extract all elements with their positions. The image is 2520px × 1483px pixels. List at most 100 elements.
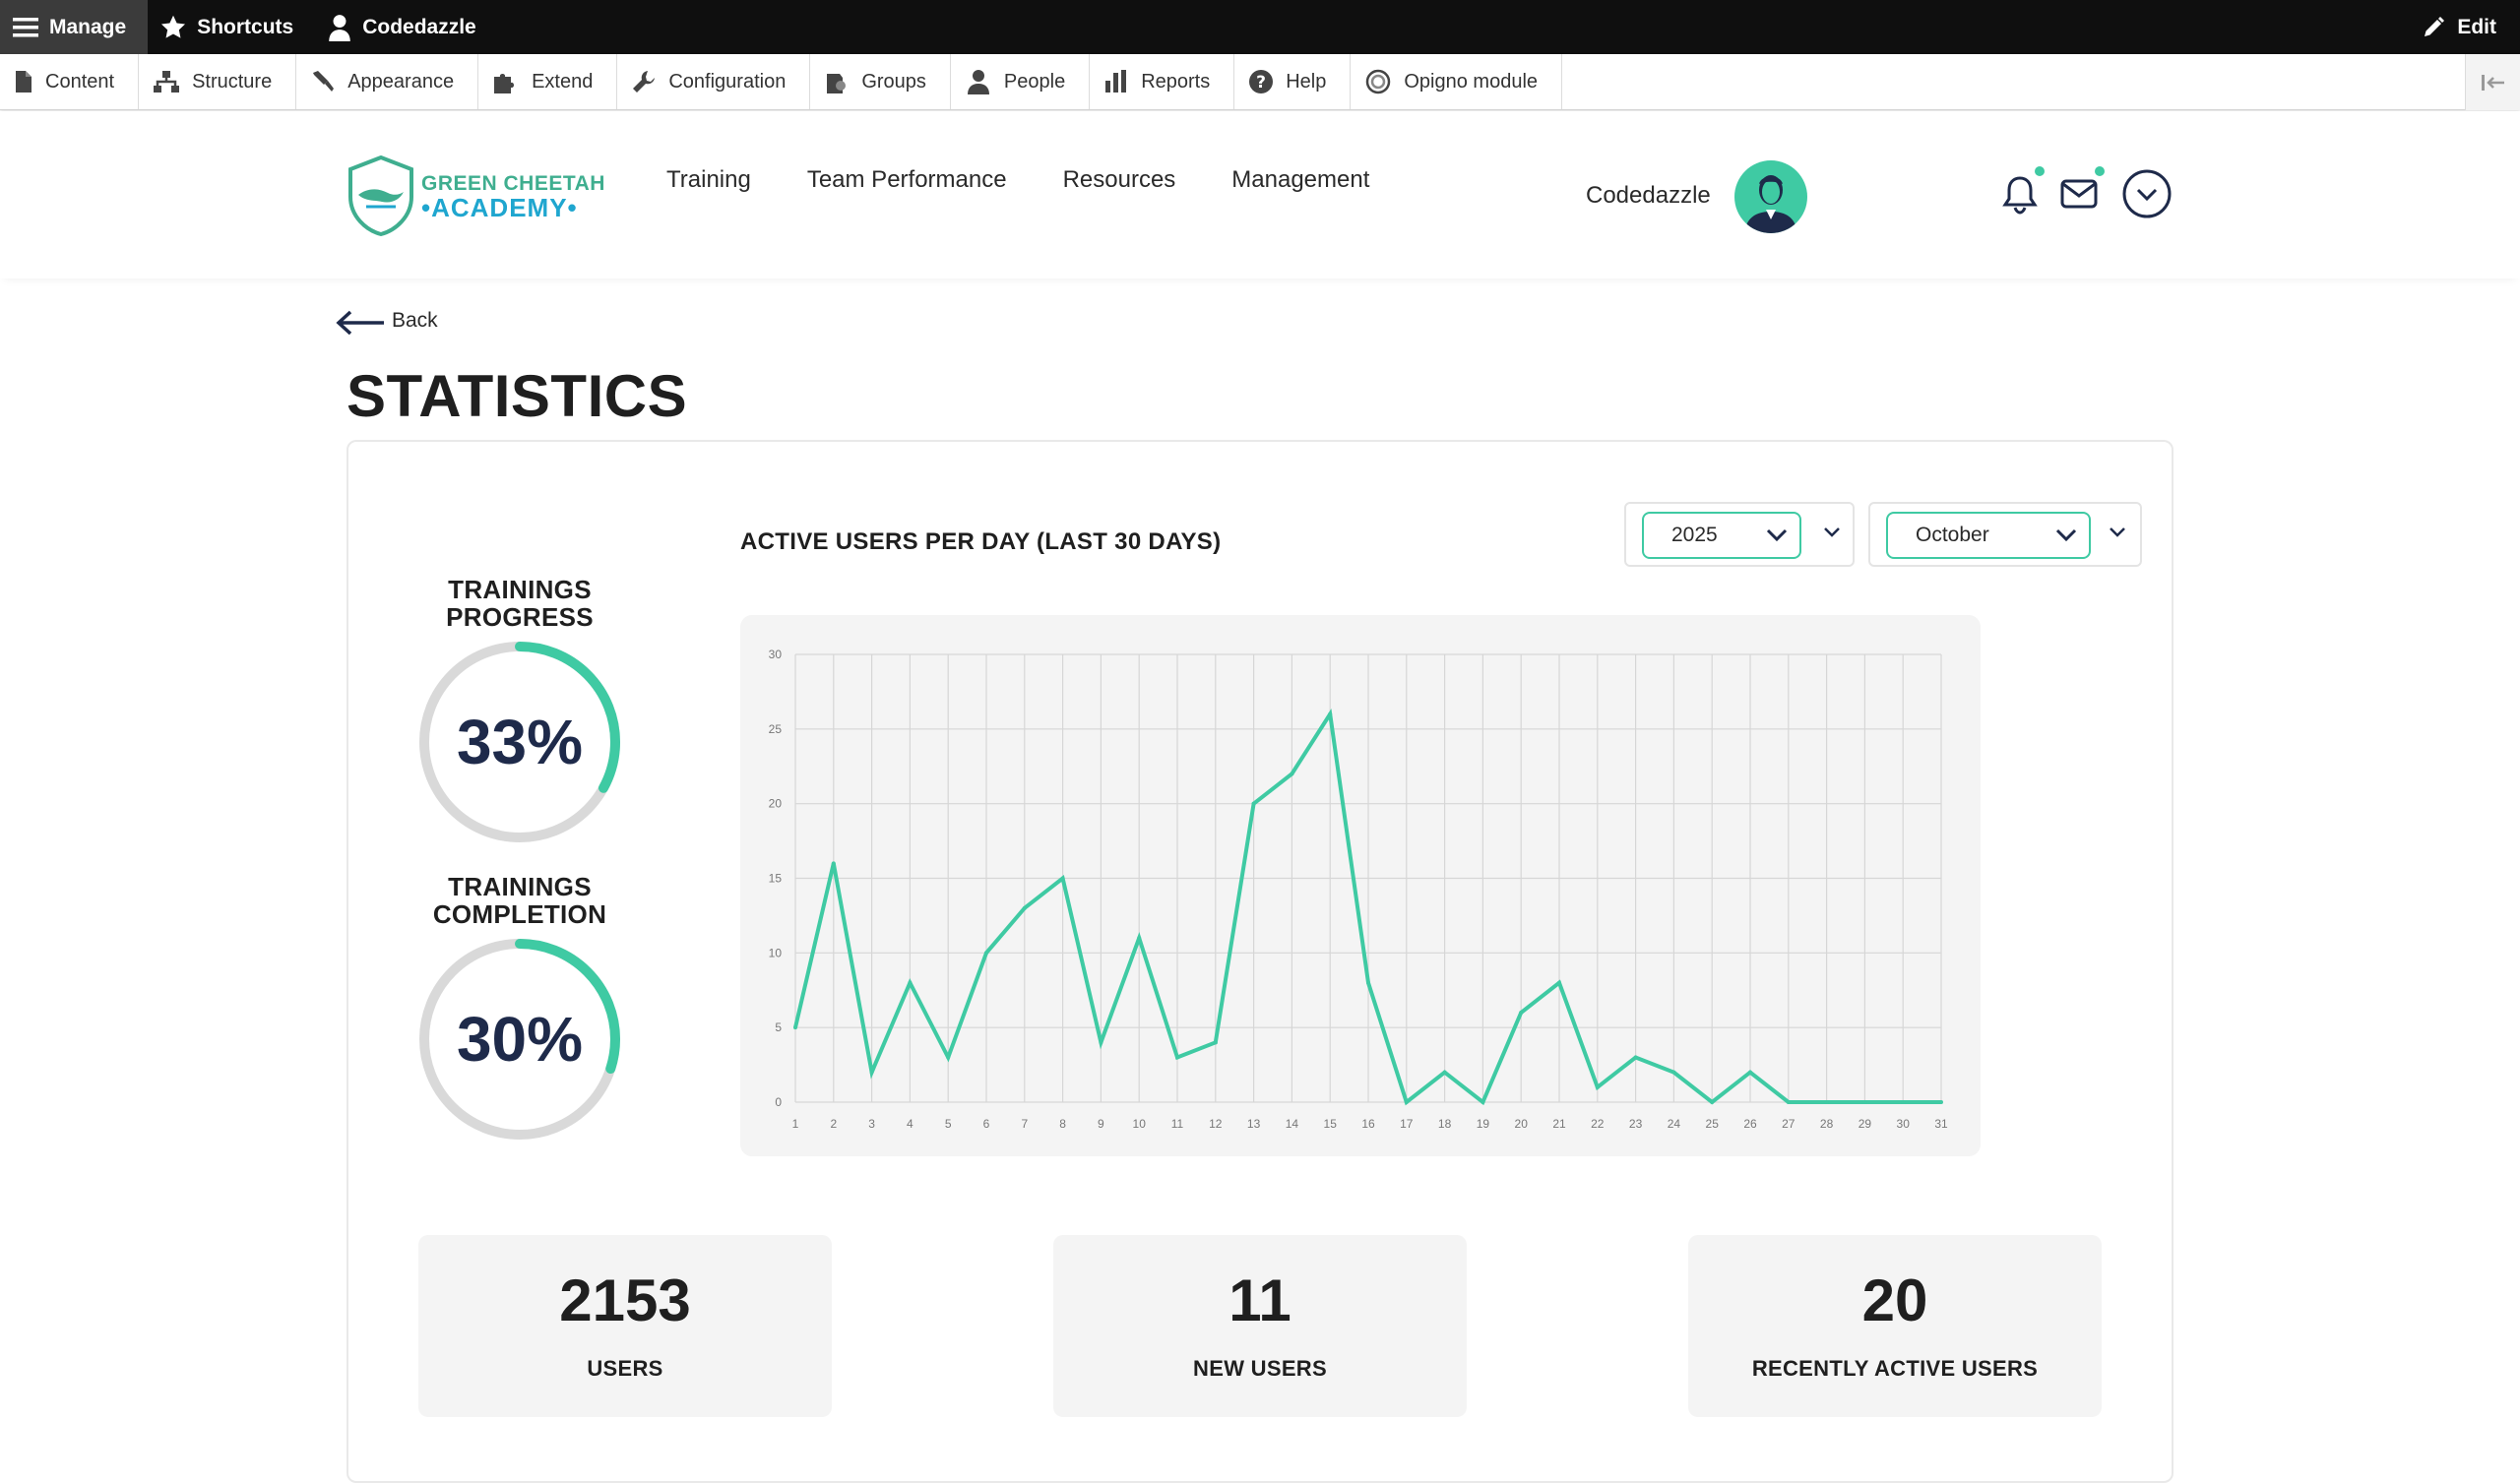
groups-icon	[827, 74, 847, 93]
notification-dot	[2035, 166, 2045, 176]
logo-line-1: GREEN CHEETAH	[421, 172, 605, 195]
x-tick-label: 5	[945, 1117, 952, 1131]
tray-orientation-toggle[interactable]	[2465, 54, 2520, 110]
x-tick-label: 14	[1286, 1117, 1299, 1131]
user-menu-button[interactable]: Codedazzle	[315, 0, 498, 54]
data-point	[1901, 1100, 1906, 1104]
x-tick-label: 10	[1133, 1117, 1147, 1131]
data-point	[869, 1070, 874, 1075]
main-nav: Training Team Performance Resources Mana…	[666, 166, 1425, 194]
nav-resources[interactable]: Resources	[1062, 166, 1176, 193]
data-point	[1290, 772, 1294, 776]
data-point	[1366, 980, 1370, 985]
file-icon	[16, 71, 32, 93]
stat-label: RECENTLY ACTIVE USERS	[1751, 1356, 2039, 1381]
tray-item-structure[interactable]: Structure	[139, 54, 297, 109]
month-select[interactable]: October	[1886, 512, 2091, 559]
year-select[interactable]: 2025	[1642, 512, 1801, 559]
x-tick-label: 24	[1668, 1117, 1681, 1131]
hamburger-icon	[13, 17, 38, 36]
nav-management[interactable]: Management	[1231, 166, 1370, 193]
chevron-down-circle-icon[interactable]	[2121, 168, 2173, 219]
x-tick-label: 1	[792, 1117, 799, 1131]
x-tick-label: 23	[1629, 1117, 1643, 1131]
x-tick-label: 17	[1400, 1117, 1414, 1131]
data-point	[1710, 1100, 1715, 1104]
manage-button[interactable]: Manage	[0, 0, 149, 54]
data-point	[1786, 1100, 1791, 1104]
tray-item-configuration[interactable]: Configuration	[617, 54, 811, 109]
year-select-wrapper: 2025	[1624, 502, 1855, 567]
y-tick-label: 0	[775, 1095, 782, 1109]
progress-ring-svg	[419, 642, 620, 842]
tray-item-label: Reports	[1141, 70, 1211, 93]
data-point	[793, 1025, 797, 1030]
x-tick-label: 7	[1021, 1117, 1028, 1131]
circle-icon	[1366, 69, 1391, 94]
user-name[interactable]: Codedazzle	[1586, 182, 1711, 209]
message-dot	[2095, 166, 2105, 176]
help-icon: ?	[1249, 70, 1274, 93]
tray-item-label: Content	[45, 70, 115, 93]
stat-card-recently-active-users: 20 RECENTLY ACTIVE USERS	[1688, 1235, 2102, 1417]
stat-label: USERS	[587, 1356, 663, 1381]
mail-icon[interactable]	[2055, 170, 2103, 217]
data-point	[1213, 1040, 1218, 1045]
data-point	[831, 861, 836, 866]
data-point	[1099, 1040, 1103, 1045]
trainings-progress-value: 33%	[456, 707, 584, 777]
tray-item-label: Help	[1286, 70, 1327, 93]
chevron-down-icon	[1766, 528, 1788, 542]
stat-card-users: 2153 USERS	[418, 1235, 832, 1417]
shortcuts-button[interactable]: Shortcuts	[148, 0, 315, 54]
x-tick-label: 30	[1897, 1117, 1911, 1131]
data-point	[1748, 1070, 1752, 1075]
tray-item-content[interactable]: Content	[0, 54, 140, 109]
tray-item-label: Extend	[532, 70, 594, 93]
trainings-progress-title-line-1: TRAININGS	[448, 575, 592, 604]
tray-item-appearance[interactable]: Appearance	[296, 54, 479, 109]
trainings-completion-value: 30%	[456, 1004, 584, 1075]
admin-tray: Content Structure Appearance Extend Conf…	[0, 54, 2520, 110]
bell-icon[interactable]	[1996, 170, 2044, 217]
nav-training[interactable]: Training	[666, 166, 751, 193]
trainings-progress-title: TRAININGS PROGRESS	[397, 576, 643, 631]
x-tick-label: 3	[868, 1117, 875, 1131]
trainings-progress: TRAININGS PROGRESS 33%	[397, 576, 643, 845]
tray-item-label: Groups	[861, 70, 926, 93]
logo-text: GREEN CHEETAH •ACADEMY•	[421, 171, 605, 220]
paintbrush-icon	[313, 71, 335, 92]
tray-item-groups[interactable]: Groups	[810, 54, 951, 109]
data-point	[1939, 1100, 1943, 1104]
tray-item-label: Opigno module	[1404, 70, 1539, 93]
user-menu-label: Codedazzle	[362, 15, 476, 38]
stat-label: NEW USERS	[1193, 1356, 1327, 1381]
trainings-completion-title-line-2: COMPLETION	[432, 899, 607, 929]
edit-button[interactable]: Edit	[2422, 0, 2496, 54]
tray-item-people[interactable]: People	[951, 54, 1091, 109]
data-point	[1442, 1070, 1447, 1075]
chevron-down-icon	[2055, 528, 2077, 542]
site-logo[interactable]: GREEN CHEETAH •ACADEMY•	[346, 155, 605, 236]
x-tick-label: 22	[1591, 1117, 1605, 1131]
nav-team-performance[interactable]: Team Performance	[806, 166, 1007, 193]
stat-value: 20	[1861, 1267, 1928, 1333]
x-tick-label: 4	[907, 1117, 914, 1131]
tray-item-extend[interactable]: Extend	[478, 54, 618, 109]
trainings-completion-title-line-1: TRAININGS	[448, 872, 592, 901]
back-label: Back	[392, 309, 438, 332]
back-link[interactable]: Back	[335, 307, 438, 335]
data-point	[1671, 1070, 1676, 1075]
y-tick-label: 25	[769, 722, 783, 736]
data-point	[1595, 1084, 1600, 1089]
tray-item-help[interactable]: ? Help	[1234, 54, 1352, 109]
tray-item-reports[interactable]: Reports	[1090, 54, 1235, 109]
y-tick-label: 10	[769, 946, 783, 959]
x-tick-label: 15	[1324, 1117, 1338, 1131]
tray-item-opigno-module[interactable]: Opigno module	[1351, 54, 1563, 109]
data-point	[1060, 876, 1065, 881]
avatar[interactable]	[1734, 160, 1807, 233]
x-tick-label: 29	[1858, 1117, 1872, 1131]
stat-value: 2153	[559, 1267, 691, 1333]
